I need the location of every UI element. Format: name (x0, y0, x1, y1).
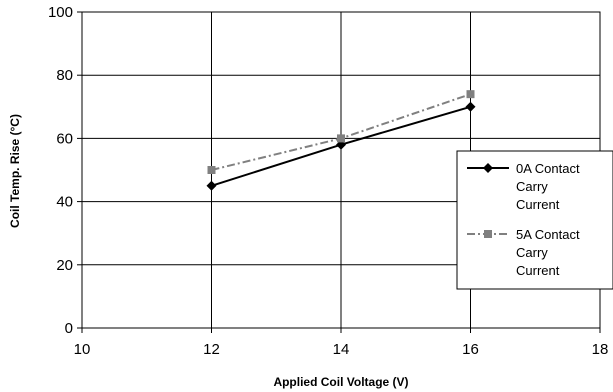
data-point (207, 166, 216, 174)
legend-label: Carry (516, 179, 548, 194)
y-tick-label: 40 (56, 194, 73, 211)
x-tick-label: 16 (462, 341, 479, 358)
legend-label: Current (516, 197, 560, 212)
data-point (466, 90, 475, 99)
legend: 0A Contact Carry Current 5A Contact Carry Cur… (456, 150, 613, 290)
x-tick-label: 12 (203, 341, 220, 358)
y-tick-label: 0 (65, 320, 73, 337)
legend-label: Carry (516, 245, 548, 260)
y-tick-label: 60 (56, 130, 73, 147)
legend-entry-2: 5A Contact Carry Current (467, 227, 580, 278)
legend-marker (483, 163, 493, 173)
x-tick-label: 14 (333, 341, 350, 358)
x-tick-label: 10 (74, 341, 91, 358)
x-axis-title: Applied Coil Voltage (V) (273, 375, 408, 389)
legend-marker (484, 230, 492, 238)
y-tick-label: 100 (48, 4, 73, 21)
series-2 (207, 90, 475, 174)
y-tick-label: 80 (56, 67, 73, 84)
data-point (206, 180, 217, 191)
legend-entry-1: 0A Contact Carry Current (467, 161, 580, 212)
data-point (465, 101, 476, 112)
legend-label: 5A Contact (516, 227, 580, 242)
y-tick-label: 20 (56, 257, 73, 274)
tick-labels: 0 20 40 60 80 100 10 12 14 16 18 (48, 4, 608, 358)
y-axis-title: Coil Temp. Rise (°C) (8, 114, 22, 228)
data-point (337, 134, 345, 143)
legend-box (456, 150, 613, 290)
legend-label: 0A Contact (516, 161, 580, 176)
legend-label: Current (516, 263, 560, 278)
x-tick-label: 18 (592, 341, 609, 358)
data-series (206, 90, 476, 191)
